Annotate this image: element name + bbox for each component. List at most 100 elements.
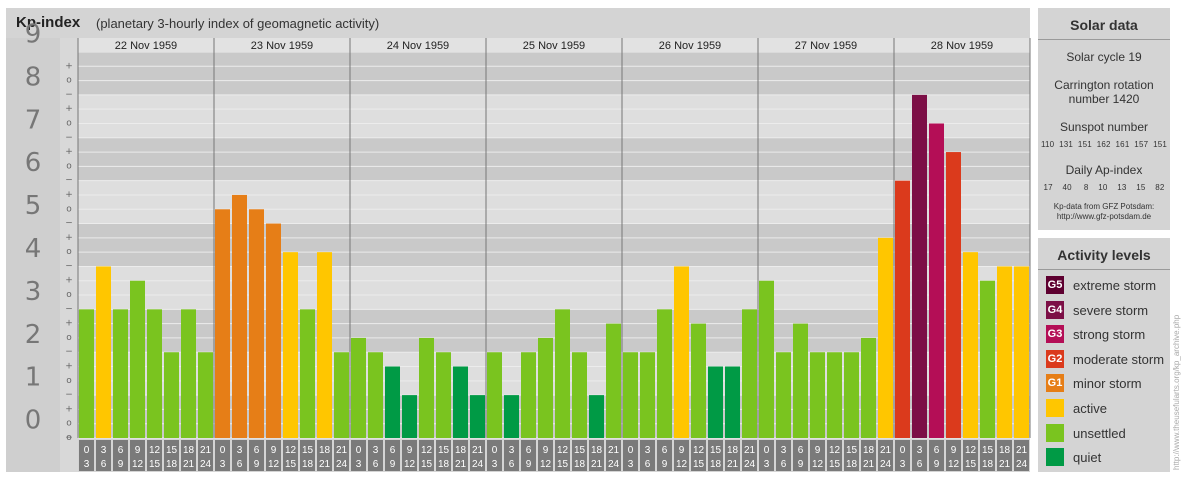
interval-cell (300, 440, 315, 471)
minor-mark: o (66, 118, 72, 128)
y-tick-label: 6 (25, 148, 42, 178)
interval-start-label: 9 (135, 445, 141, 456)
y-axis-column (6, 38, 60, 472)
y-tick-label: 1 (25, 363, 42, 393)
date-label: 22 Nov 1959 (115, 40, 177, 52)
interval-end-label: 6 (917, 459, 923, 470)
kp-bar (147, 309, 162, 438)
interval-cell (521, 440, 536, 471)
interval-cell (147, 440, 162, 471)
y-tick-label: 0 (25, 406, 42, 436)
interval-cell (997, 440, 1012, 471)
interval-end-label: 18 (710, 459, 722, 470)
y-tick-label: 2 (25, 320, 42, 350)
legend-swatch: G3 (1046, 325, 1064, 344)
kp-bar (776, 352, 791, 438)
interval-end-label: 6 (781, 459, 787, 470)
kp-bar (181, 309, 196, 438)
interval-end-label: 9 (526, 459, 532, 470)
minor-mark: + (65, 404, 73, 414)
interval-end-label: 24 (336, 459, 348, 470)
interval-end-label: 21 (455, 459, 467, 470)
interval-cell (266, 440, 281, 471)
interval-end-label: 24 (200, 459, 212, 470)
interval-start-label: 15 (166, 445, 178, 456)
legend-label: minor storm (1073, 376, 1142, 392)
interval-end-label: 3 (84, 459, 90, 470)
vertical-credit-text: http://www.theusefularts.org/kp_archive.… (1172, 314, 1181, 470)
interval-end-label: 9 (390, 459, 396, 470)
interval-cell (861, 440, 876, 471)
interval-start-label: 3 (237, 445, 243, 456)
interval-end-label: 12 (540, 459, 552, 470)
kp-bar (521, 352, 536, 438)
kp-bar (538, 337, 553, 438)
interval-end-label: 3 (900, 459, 906, 470)
source-line-2: http://www.gfz-potsdam.de (1056, 212, 1152, 221)
interval-end-label: 24 (744, 459, 756, 470)
y-band (78, 94, 1030, 138)
kp-bar (725, 366, 740, 438)
legend-swatch: G1 (1046, 374, 1064, 393)
interval-cell (963, 440, 978, 471)
interval-end-label: 24 (880, 459, 892, 470)
interval-end-label: 6 (101, 459, 107, 470)
kp-bar (436, 352, 451, 438)
legend-label: severe storm (1073, 302, 1149, 318)
interval-end-label: 15 (829, 459, 841, 470)
interval-cell (334, 440, 349, 471)
kp-bar (572, 352, 587, 438)
kp-bar (623, 352, 638, 438)
kp-bar (657, 309, 672, 438)
interval-start-label: 3 (645, 445, 651, 456)
legend-item: G5 extreme storm (1046, 276, 1170, 296)
interval-start-label: 9 (271, 445, 277, 456)
chart-subtitle: (planetary 3-hourly index of geomagnetic… (96, 16, 380, 31)
interval-start-label: 15 (846, 445, 858, 456)
minor-mark: − (65, 261, 73, 271)
legend-swatch (1046, 423, 1064, 442)
legend-label: extreme storm (1073, 278, 1157, 293)
minor-mark-column (60, 38, 78, 472)
interval-cell (317, 440, 332, 471)
chart-title: Kp-index (16, 14, 81, 31)
kp-bar (912, 94, 927, 438)
minor-mark: o (66, 76, 72, 86)
kp-bar (929, 123, 944, 438)
interval-start-label: 0 (628, 445, 634, 456)
interval-cell (385, 440, 400, 471)
kp-bar (708, 366, 723, 438)
interval-start-label: 0 (764, 445, 770, 456)
sunspot-values: 110 131 151 162 161 157 151 (1040, 140, 1168, 149)
interval-end-label: 9 (118, 459, 124, 470)
interval-start-label: 21 (608, 445, 620, 456)
minor-mark: − (65, 90, 73, 100)
minor-mark: + (65, 362, 73, 372)
interval-cell (351, 440, 366, 471)
kp-bar (249, 209, 264, 438)
kp-bar (487, 352, 502, 438)
interval-start-label: 12 (693, 445, 705, 456)
interval-start-label: 18 (999, 445, 1011, 456)
kp-bar (79, 309, 94, 438)
interval-cell (368, 440, 383, 471)
interval-start-label: 21 (744, 445, 756, 456)
kp-bar (827, 352, 842, 438)
interval-start-label: 3 (781, 445, 787, 456)
date-label: 27 Nov 1959 (795, 40, 857, 52)
interval-cell (640, 440, 655, 471)
minor-mark: + (65, 190, 73, 200)
interval-end-label: 6 (509, 459, 515, 470)
minor-mark: − (65, 304, 73, 314)
minor-mark: − (65, 347, 73, 357)
kp-bar (589, 395, 604, 438)
kp-bar (1014, 266, 1029, 438)
interval-cell (555, 440, 570, 471)
interval-end-label: 21 (591, 459, 603, 470)
minor-mark: + (65, 319, 73, 329)
interval-cell (402, 440, 417, 471)
interval-end-label: 21 (183, 459, 195, 470)
interval-start-label: 3 (373, 445, 379, 456)
interval-cell (657, 440, 672, 471)
interval-start-label: 18 (183, 445, 195, 456)
